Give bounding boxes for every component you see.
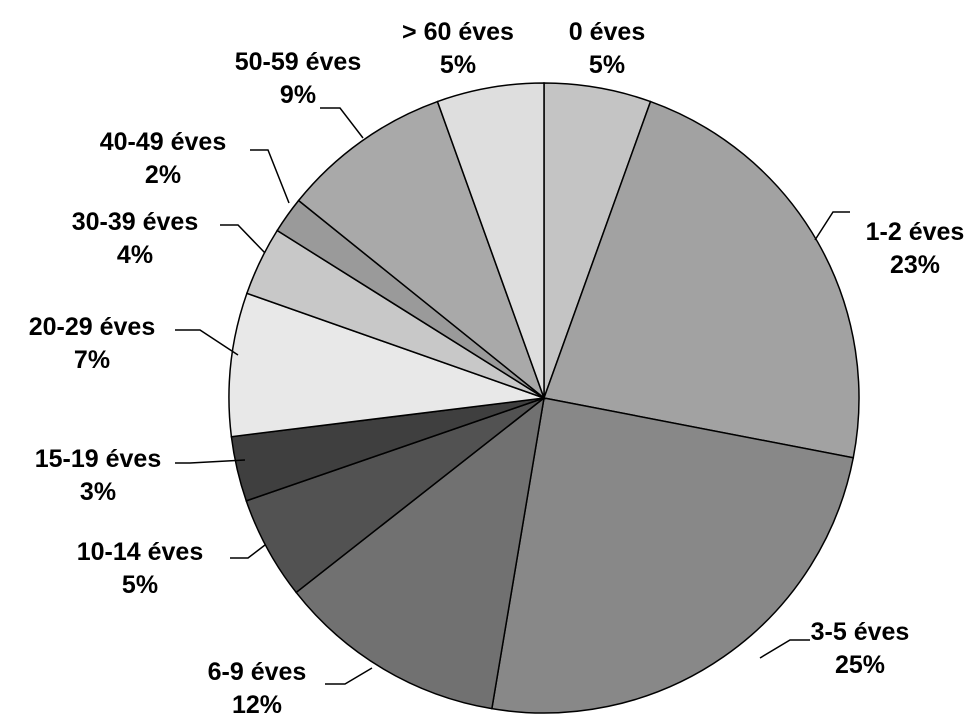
slice-label-10: 50-59 éves [235, 48, 362, 76]
pie-slice-3 [490, 397, 855, 714]
pie-slice-10 [297, 100, 546, 401]
slice-label-3: 3-5 éves [811, 618, 910, 646]
slice-percent-8: 4% [117, 241, 153, 269]
pie-slice-11 [436, 82, 545, 399]
slice-percent-6: 3% [80, 478, 116, 506]
slice-label-11: > 60 éves [402, 18, 514, 46]
slice-labels: 0 éves 5% 1-2 éves 23% 3-5 éves 25% 6-9 éves 12… [29, 18, 965, 717]
leader-line-5 [230, 544, 266, 559]
slice-label-1: 0 éves [569, 18, 645, 46]
slice-percent-3: 25% [835, 651, 885, 679]
leader-line-9 [250, 149, 290, 204]
pie-slice-4 [295, 396, 546, 710]
slice-percent-10: 9% [280, 81, 316, 109]
leader-line-10 [320, 107, 364, 139]
pie-slice-7 [228, 292, 545, 438]
slice-label-5: 10-14 éves [77, 538, 204, 566]
slice-percent-2: 23% [890, 251, 940, 279]
slice-percent-4: 12% [232, 691, 282, 717]
slice-percent-11: 5% [440, 51, 476, 79]
slice-label-6: 15-19 éves [35, 445, 162, 473]
slice-percent-7: 7% [74, 346, 110, 374]
leader-line-7 [175, 329, 239, 356]
slice-label-7: 20-29 éves [29, 313, 156, 341]
slice-label-9: 40-49 éves [100, 128, 227, 156]
leader-lines [175, 107, 850, 685]
slice-label-4: 6-9 éves [208, 658, 307, 686]
leader-line-3 [759, 639, 810, 659]
pie-slice-2 [542, 100, 860, 459]
slice-percent-5: 5% [122, 571, 158, 599]
slice-label-8: 30-39 éves [72, 208, 199, 236]
slice-percent-9: 2% [145, 161, 181, 189]
leader-line-4 [325, 667, 373, 685]
leader-line-2 [814, 211, 850, 241]
pie-slices [228, 82, 860, 714]
slice-percent-1: 5% [589, 51, 625, 79]
slice-label-2: 1-2 éves [866, 218, 965, 246]
leader-line-6 [175, 459, 246, 464]
leader-line-8 [220, 224, 266, 254]
